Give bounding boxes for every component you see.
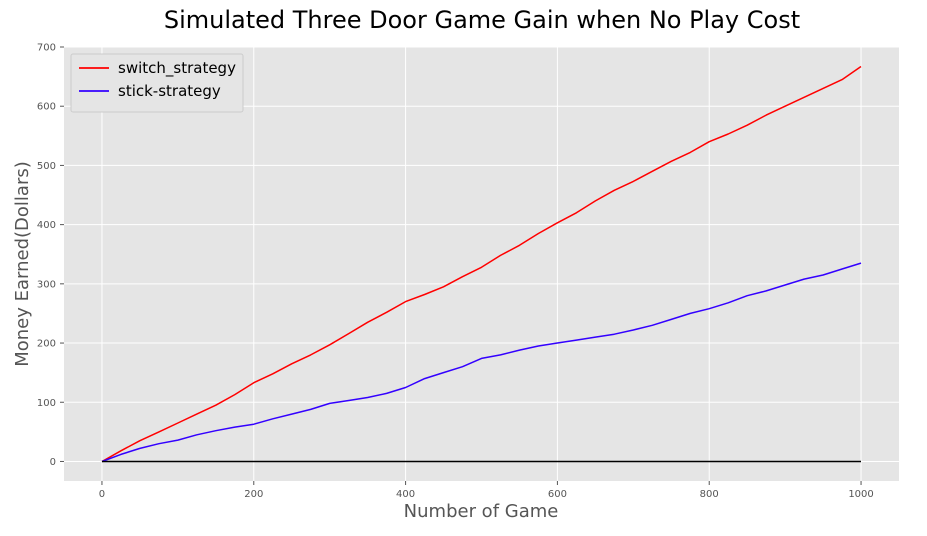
y-tick-label: 400 xyxy=(37,220,56,231)
legend-box xyxy=(70,53,244,113)
legend-label: stick-strategy xyxy=(118,82,221,100)
y-tick-label: 200 xyxy=(37,339,56,350)
x-tick-label: 800 xyxy=(700,489,719,500)
legend: switch_strategy stick-strategy xyxy=(70,53,244,113)
y-tick-label: 0 xyxy=(50,457,56,468)
series-layer xyxy=(101,65,862,463)
legend-label: switch_strategy xyxy=(118,59,236,78)
series-line-switch-strategy xyxy=(101,65,862,463)
y-tick-label: 600 xyxy=(37,102,56,113)
x-tick-label: 1000 xyxy=(848,489,873,500)
y-tick-label: 100 xyxy=(37,398,56,409)
series-line-stick-strategy xyxy=(101,262,862,463)
y-tick-label: 500 xyxy=(37,161,56,172)
x-tick-label: 600 xyxy=(548,489,567,500)
x-tick-label: 400 xyxy=(396,489,415,500)
x-tick-label: 200 xyxy=(244,489,263,500)
x-axis-label: Number of Game xyxy=(404,501,559,522)
y-tick-label: 700 xyxy=(37,43,56,54)
x-tick-label: 0 xyxy=(99,489,105,500)
chart-title: Simulated Three Door Game Gain when No P… xyxy=(164,6,800,34)
ticks: 0 200 400 600 800 1000 0 100 200 300 400 500 600 700 xyxy=(37,43,874,501)
y-axis-label: Money Earned(Dollars) xyxy=(12,161,33,367)
y-tick-label: 300 xyxy=(37,279,56,290)
